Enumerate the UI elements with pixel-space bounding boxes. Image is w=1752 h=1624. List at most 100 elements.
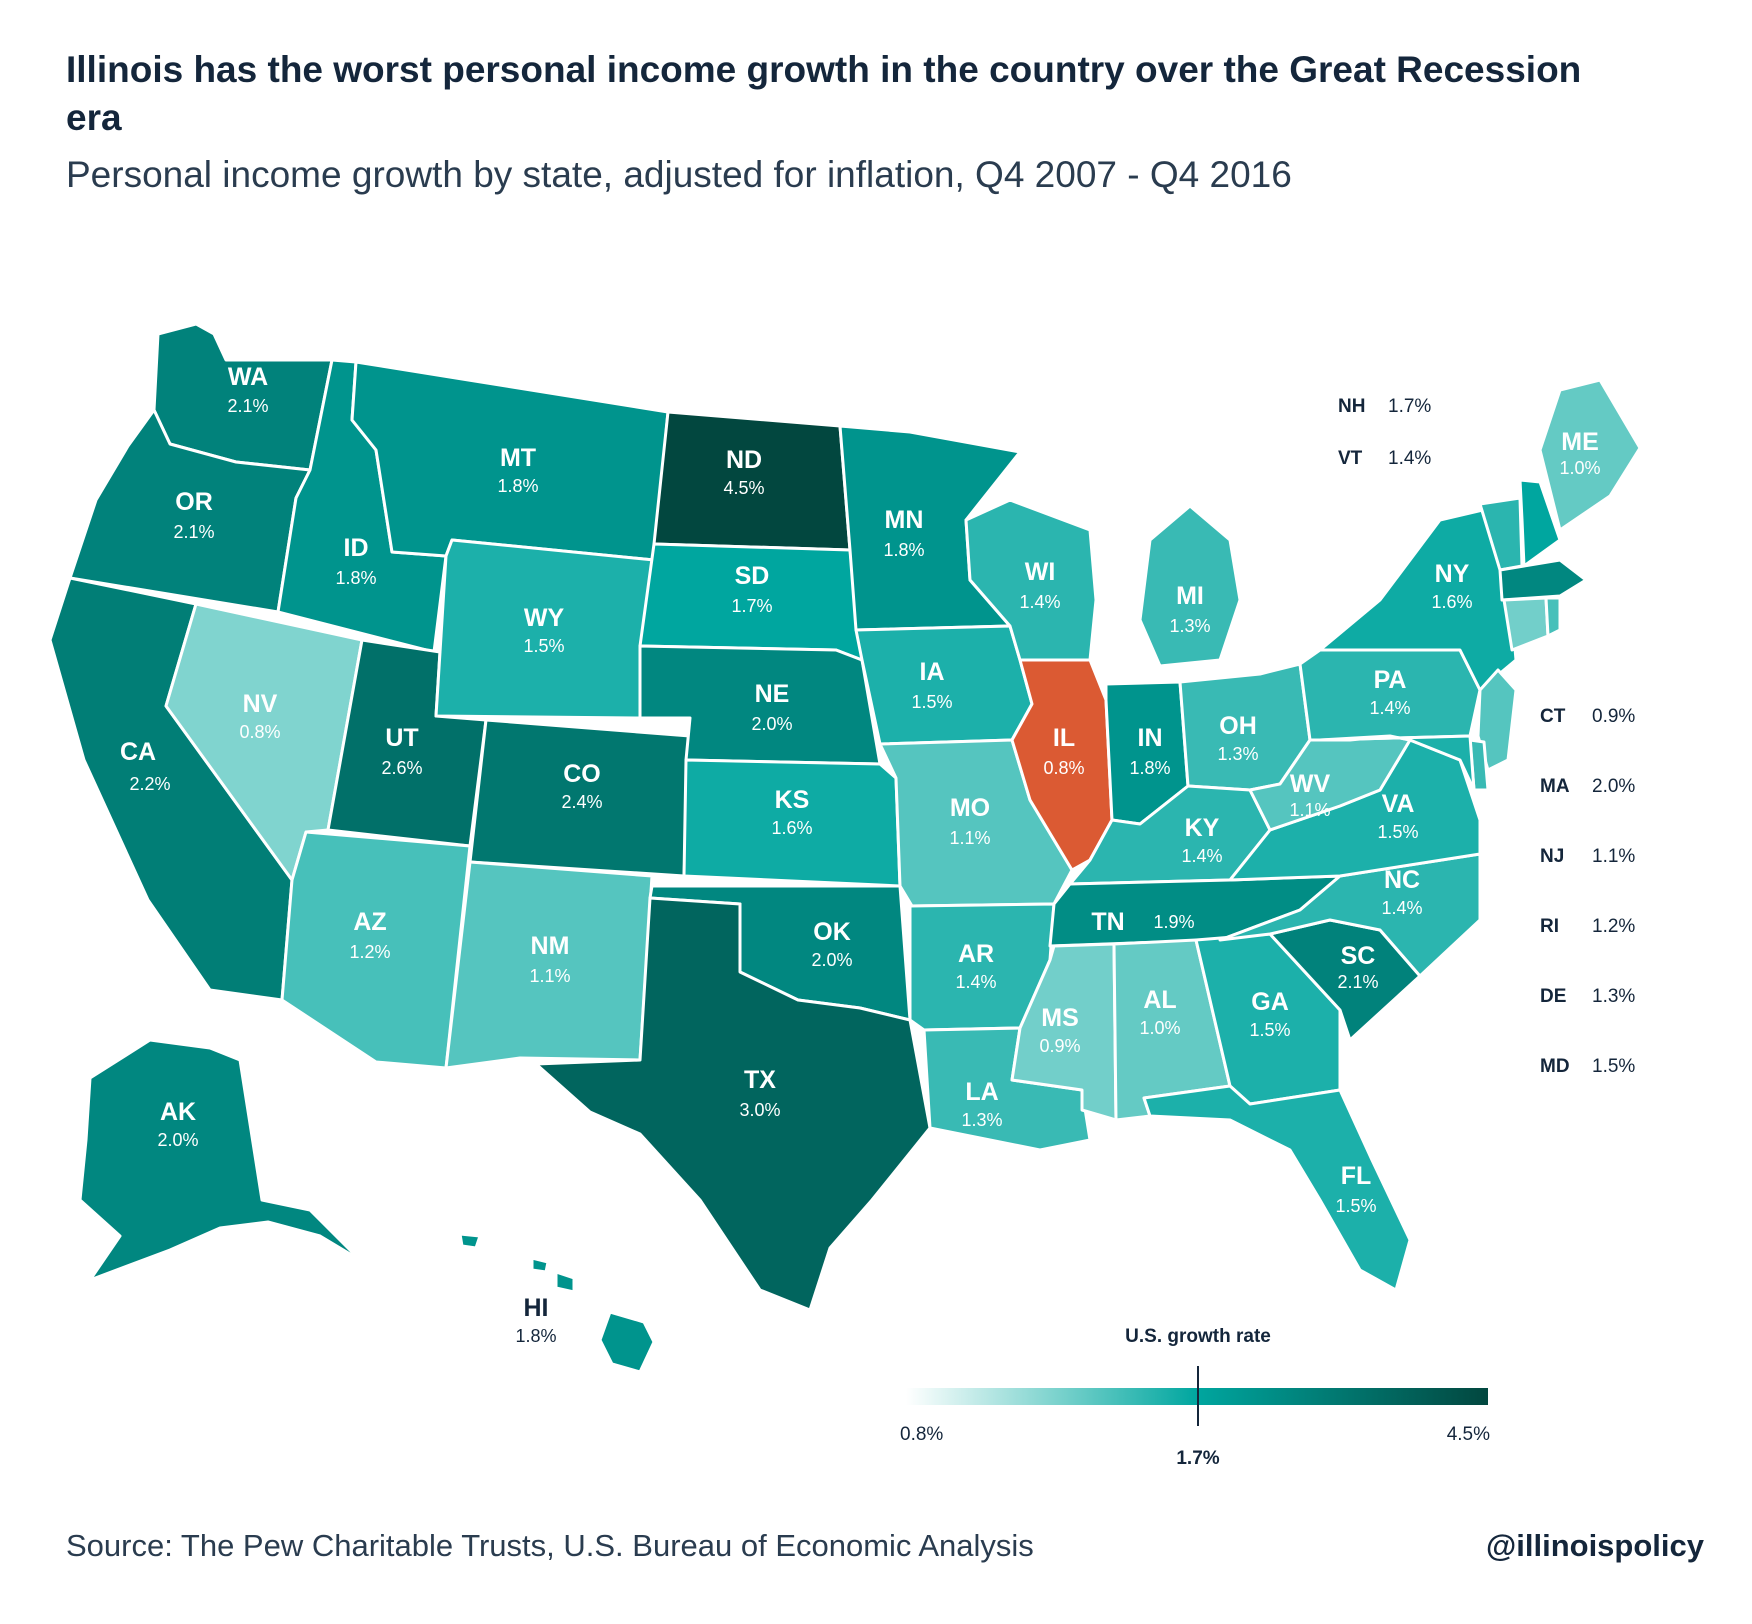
label-ga-abbr: GA xyxy=(1251,988,1289,1016)
label-ok-value: 2.0% xyxy=(811,950,852,970)
label-sd-abbr: SD xyxy=(735,562,770,590)
label-oh-value: 1.3% xyxy=(1217,744,1258,764)
source-note: Source: The Pew Charitable Trusts, U.S. … xyxy=(66,1528,1034,1563)
side-ri-value: 1.2% xyxy=(1592,916,1635,937)
label-ar-abbr: AR xyxy=(958,940,994,968)
state-labels-layer: WA 2.1% OR 2.1% CA 2.2% ID 1.8% MT 1.8% … xyxy=(120,363,1601,1346)
label-tx-abbr: TX xyxy=(744,1066,776,1094)
label-wa-value: 2.1% xyxy=(227,396,268,416)
state-ri[interactable] xyxy=(1544,596,1562,638)
label-ny-value: 1.6% xyxy=(1431,592,1472,612)
chart-subtitle: Personal income growth by state, adjuste… xyxy=(66,154,1292,195)
label-ca-abbr: CA xyxy=(120,738,156,766)
state-pa[interactable] xyxy=(1298,648,1482,742)
label-mt-abbr: MT xyxy=(500,444,536,472)
label-wy-abbr: WY xyxy=(524,604,565,632)
label-ky-abbr: KY xyxy=(1185,814,1220,842)
state-nc[interactable] xyxy=(1218,852,1482,978)
label-mt-value: 1.8% xyxy=(497,476,538,496)
label-hi-abbr: HI xyxy=(524,1294,549,1322)
label-pa-abbr: PA xyxy=(1374,666,1407,694)
side-nh-abbr: NH xyxy=(1338,396,1365,417)
label-la-value: 1.3% xyxy=(961,1110,1002,1130)
state-tx[interactable] xyxy=(534,896,932,1312)
label-wi-abbr: WI xyxy=(1025,558,1056,586)
legend-title: U.S. growth rate xyxy=(1125,1326,1271,1347)
state-fl[interactable] xyxy=(1142,1084,1412,1292)
label-mo-value: 1.1% xyxy=(949,828,990,848)
label-ar-value: 1.4% xyxy=(955,972,996,992)
state-md[interactable] xyxy=(1318,734,1476,792)
label-nd-abbr: ND xyxy=(726,446,762,474)
state-me[interactable] xyxy=(1538,378,1642,532)
label-id-value: 1.8% xyxy=(335,568,376,588)
label-oh-abbr: OH xyxy=(1219,712,1257,740)
side-nj-abbr: NJ xyxy=(1540,846,1564,867)
side-vt-abbr: VT xyxy=(1338,448,1363,469)
brand-handle: @illinoispolicy xyxy=(1486,1528,1704,1563)
state-mi[interactable] xyxy=(1138,504,1242,668)
state-il[interactable] xyxy=(1010,658,1114,872)
label-wv-abbr: WV xyxy=(1290,770,1331,798)
label-il-abbr: IL xyxy=(1053,724,1075,752)
label-al-abbr: AL xyxy=(1143,986,1176,1014)
label-ky-value: 1.4% xyxy=(1181,846,1222,866)
label-sc-value: 2.1% xyxy=(1337,972,1378,992)
label-mn-abbr: MN xyxy=(885,506,924,534)
label-in-value: 1.8% xyxy=(1129,758,1170,778)
state-az[interactable] xyxy=(280,830,472,1070)
label-ak-value: 2.0% xyxy=(157,1130,198,1150)
label-sc-abbr: SC xyxy=(1341,942,1376,970)
state-ma[interactable] xyxy=(1498,558,1588,602)
label-id-abbr: ID xyxy=(344,534,369,562)
label-fl-value: 1.5% xyxy=(1335,1196,1376,1216)
label-nc-value: 1.4% xyxy=(1381,898,1422,918)
small-states-list-top: NH 1.7% VT 1.4% xyxy=(1338,396,1431,469)
label-ak-abbr: AK xyxy=(160,1098,196,1126)
side-vt-value: 1.4% xyxy=(1388,448,1431,469)
state-ak[interactable] xyxy=(78,1038,362,1282)
state-ct[interactable] xyxy=(1502,596,1550,652)
label-ne-abbr: NE xyxy=(755,680,790,708)
label-ms-abbr: MS xyxy=(1041,1004,1079,1032)
state-nj[interactable] xyxy=(1476,668,1518,772)
label-ok-abbr: OK xyxy=(813,918,851,946)
label-nv-value: 0.8% xyxy=(239,722,280,742)
side-ma-abbr: MA xyxy=(1540,776,1570,797)
legend-max-label: 4.5% xyxy=(1447,1424,1490,1445)
label-wv-value: 1.1% xyxy=(1289,800,1330,820)
color-scale-legend: U.S. growth rate 0.8% 1.7% 4.5% xyxy=(900,1326,1490,1469)
label-nv-abbr: NV xyxy=(243,690,278,718)
label-nm-value: 1.1% xyxy=(529,966,570,986)
states-layer xyxy=(48,322,1642,1374)
label-mi-value: 1.3% xyxy=(1169,616,1210,636)
label-ga-value: 1.5% xyxy=(1249,1020,1290,1040)
label-wy-value: 1.5% xyxy=(523,636,564,656)
label-ut-value: 2.6% xyxy=(381,758,422,778)
label-wa-abbr: WA xyxy=(228,363,268,391)
state-nm[interactable] xyxy=(444,860,654,1070)
label-ny-abbr: NY xyxy=(1435,560,1470,588)
label-ks-abbr: KS xyxy=(775,786,810,814)
state-hi[interactable] xyxy=(458,1232,656,1374)
label-ia-abbr: IA xyxy=(920,658,945,686)
label-mi-abbr: MI xyxy=(1176,582,1204,610)
label-ms-value: 0.9% xyxy=(1039,1036,1080,1056)
label-va-abbr: VA xyxy=(1382,790,1415,818)
label-nc-abbr: NC xyxy=(1384,866,1420,894)
label-me-abbr: ME xyxy=(1561,428,1599,456)
side-md-abbr: MD xyxy=(1540,1056,1570,1077)
label-ut-abbr: UT xyxy=(385,724,418,752)
legend-mid-label: 1.7% xyxy=(1176,1448,1219,1469)
label-pa-value: 1.4% xyxy=(1369,698,1410,718)
side-md-value: 1.5% xyxy=(1592,1056,1635,1077)
label-tn-abbr: TN xyxy=(1091,908,1124,936)
label-il-value: 0.8% xyxy=(1043,758,1084,778)
label-nd-value: 4.5% xyxy=(723,478,764,498)
side-nj-value: 1.1% xyxy=(1592,846,1635,867)
label-mo-abbr: MO xyxy=(950,794,990,822)
side-ct-value: 0.9% xyxy=(1592,706,1635,727)
state-nh[interactable] xyxy=(1518,478,1562,568)
label-tx-value: 3.0% xyxy=(739,1100,780,1120)
